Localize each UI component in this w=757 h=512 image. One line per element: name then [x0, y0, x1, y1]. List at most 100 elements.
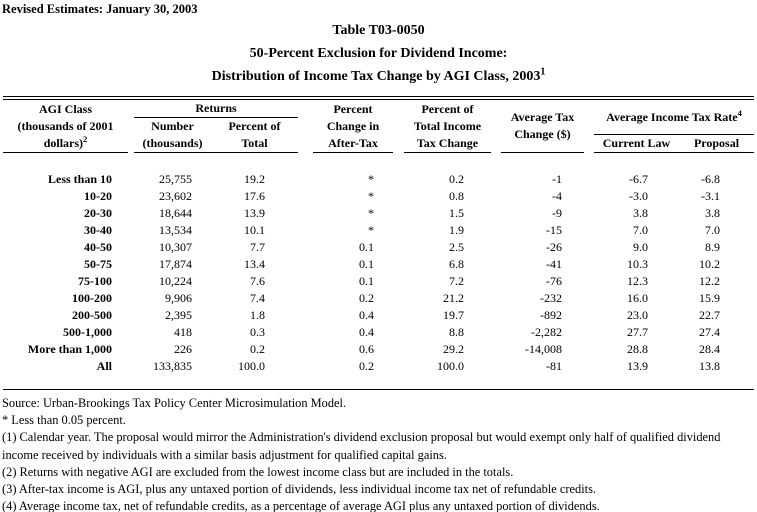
column-gap: [393, 98, 404, 153]
current-law-rate-cell: 16.0: [627, 290, 648, 305]
column-gap: [491, 98, 501, 153]
pct-total-income-tax-change-cell: 6.8: [449, 256, 464, 271]
footnote-2: (2) Returns with negative AGI are exclud…: [2, 464, 514, 479]
pct-change-after-tax-cell: *: [368, 222, 374, 237]
source-note: Source: Urban-Brookings Tax Policy Cente…: [2, 396, 347, 410]
table-title: 50-Percent Exclusion for Dividend Income…: [249, 46, 508, 61]
current-law-rate-cell: 3.8: [633, 205, 648, 220]
proposal-rate-cell: 15.9: [699, 290, 721, 305]
column-gap: [298, 205, 313, 222]
column-gap: [584, 290, 594, 307]
col-header-number: Number (thousands): [134, 117, 211, 153]
column-gap: [584, 222, 594, 239]
table-row: 500-1,000 418 0.3 0.4 8.8 -2,282 27.7 27.4: [3, 324, 754, 341]
avg-tax-change-cell: -14,008: [525, 341, 562, 356]
column-gap: [584, 188, 594, 205]
returns-number-cell: 13,534: [159, 222, 192, 237]
column-gap: [584, 171, 594, 188]
column-gap: [584, 239, 594, 256]
pct-total-income-tax-change-cell: 8.8: [449, 324, 464, 339]
col-header-agi-class: AGI Class (thousands of 2001 dollars)2: [3, 98, 128, 153]
column-gap: [491, 188, 501, 205]
column-gap: [491, 341, 501, 358]
returns-number-cell: 10,307: [159, 239, 192, 254]
returns-percent-cell: 0.2: [250, 341, 265, 356]
agi-class-cell: 500-1,000: [63, 324, 112, 339]
agi-class-cell: More than 1,000: [27, 341, 112, 356]
col-group-avg-income-tax-rate: Average Income Tax Rate4: [594, 98, 755, 135]
proposal-rate-cell: 3.8: [705, 205, 721, 220]
pct-total-income-tax-change-cell: 100.0: [437, 358, 464, 373]
returns-percent-cell: 13.9: [244, 205, 265, 220]
agi-class-cell: 200-500: [72, 307, 112, 322]
proposal-rate-cell: 27.4: [699, 324, 721, 339]
agi-class-cell: 30-40: [84, 222, 112, 237]
pct-total-income-tax-change-cell: 1.5: [449, 205, 464, 220]
col-header-pct-change-after-tax: Percent Change in After-Tax: [313, 98, 393, 153]
pct-change-after-tax-cell: 0.4: [359, 324, 374, 339]
table-row: More than 1,000 226 0.2 0.6 29.2 -14,008 28.8 2…: [3, 341, 754, 358]
returns-percent-cell: 1.8: [250, 307, 265, 322]
col-group-returns: Returns: [134, 98, 298, 118]
avg-tax-change-cell: -4: [552, 188, 562, 203]
column-gap: [584, 256, 594, 273]
col-header-proposal: Proposal: [679, 134, 755, 153]
footnote-ref-4: 4: [737, 107, 742, 118]
table-row: 75-100 10,224 7.6 0.1 7.2 -76 12.3 12.2: [3, 273, 754, 290]
proposal-rate-cell: -6.8: [701, 171, 721, 186]
column-gap: [393, 324, 404, 341]
distribution-table: AGI Class (thousands of 2001 dollars)2 R…: [3, 96, 755, 390]
agi-class-cell: Less than 10: [47, 171, 112, 186]
col-header-avg-tax-change: Average Tax Change ($): [501, 98, 584, 153]
column-gap: [298, 290, 313, 307]
footnote-ref-1: 1: [540, 66, 546, 78]
pct-change-after-tax-cell: 0.6: [359, 341, 374, 356]
column-gap: [393, 222, 404, 239]
returns-number-cell: 418: [174, 324, 192, 339]
returns-percent-cell: 19.2: [244, 171, 265, 186]
footnote-ref-2: 2: [83, 133, 88, 144]
returns-number-cell: 25,755: [159, 171, 192, 186]
table-row: 40-50 10,307 7.7 0.1 2.5 -26 9.0 8.9: [3, 239, 754, 256]
returns-number-cell: 226: [174, 341, 192, 356]
pct-total-income-tax-change-cell: 2.5: [449, 239, 464, 254]
pct-change-after-tax-cell: 0.2: [359, 358, 374, 373]
current-law-rate-cell: 23.0: [627, 307, 648, 322]
column-gap: [298, 307, 313, 324]
column-gap: [298, 341, 313, 358]
returns-percent-cell: 0.3: [250, 324, 265, 339]
table-gap-row: [3, 153, 754, 171]
proposal-rate-cell: 13.8: [699, 358, 721, 373]
asterisk-note: * Less than 0.05 percent.: [2, 413, 126, 428]
returns-number-cell: 17,874: [159, 256, 192, 271]
avg-tax-change-cell: -41: [546, 256, 562, 271]
footnote-4: (4) Average income tax, net of refundabl…: [2, 499, 600, 512]
table-row: 20-30 18,644 13.9 * 1.5 -9 3.8 3.8: [3, 205, 754, 222]
column-gap: [491, 171, 501, 188]
table-number-title: Table T03-0050: [332, 23, 425, 38]
table-subtitle: Distribution of Income Tax Change by AGI…: [0, 65, 757, 88]
pct-total-income-tax-change-cell: 19.7: [443, 307, 464, 322]
column-gap: [298, 239, 313, 256]
footnotes-block: Source: Urban-Brookings Tax Policy Cente…: [2, 395, 754, 512]
returns-percent-cell: 7.4: [250, 290, 265, 305]
pct-change-after-tax-cell: 0.4: [359, 307, 374, 322]
current-law-rate-cell: 13.9: [627, 358, 648, 373]
agi-class-line2: (thousands of 2001: [17, 118, 114, 133]
column-gap: [393, 188, 404, 205]
returns-percent-cell: 7.7: [250, 239, 265, 254]
footnote-1: (1) Calendar year. The proposal would mi…: [2, 430, 721, 462]
current-law-rate-cell: 10.3: [627, 256, 648, 271]
column-gap: [298, 256, 313, 273]
pct-change-after-tax-cell: *: [368, 171, 374, 186]
pct-change-after-tax-cell: 0.2: [359, 290, 374, 305]
proposal-rate-cell: -3.1: [701, 188, 721, 203]
proposal-rate-cell: 8.9: [705, 239, 721, 254]
column-gap: [491, 324, 501, 341]
avg-tax-change-cell: -81: [546, 358, 562, 373]
agi-class-cell: 75-100: [78, 273, 112, 288]
proposal-rate-cell: 22.7: [699, 307, 721, 322]
footnote-3: (3) After-tax income is AGI, plus any un…: [2, 482, 597, 497]
column-gap: [393, 290, 404, 307]
avg-tax-change-cell: -76: [546, 273, 562, 288]
